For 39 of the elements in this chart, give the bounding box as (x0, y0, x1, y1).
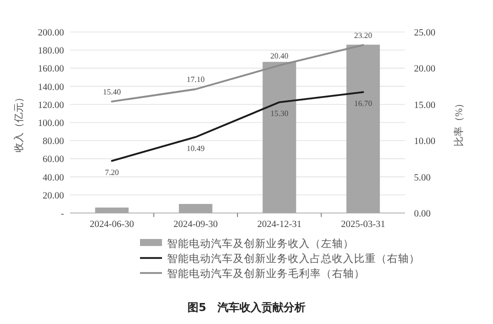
y-tick-label: 60.00 (42, 155, 64, 166)
bar (178, 204, 212, 213)
x-tick-label: 2024-09-30 (173, 220, 218, 230)
legend-label: 智能电动汽车及创新业务毛利率（右轴） (167, 267, 365, 280)
y2-tick-label: 25.00 (414, 28, 436, 38)
y-tick-label: 200.00 (38, 28, 64, 38)
y2-tick-label: 20.00 (414, 64, 436, 75)
bar (346, 44, 380, 213)
y-tick-label: 20.00 (42, 191, 64, 202)
y-tick-label: - (60, 210, 64, 220)
y-tick-label: 160.00 (38, 64, 64, 75)
data-label: 17.10 (186, 75, 205, 84)
y2-tick-label: 0.00 (414, 210, 431, 220)
data-label: 7.20 (104, 168, 119, 177)
data-label: 23.20 (354, 31, 372, 40)
y-tick-label: 80.00 (42, 137, 64, 148)
legend-label: 智能电动汽车及创新业务收入（左轴） (167, 237, 354, 250)
y-tick-label: 120.00 (38, 100, 64, 111)
x-tick-label: 2024-06-30 (90, 220, 134, 230)
y-axis-title: 收入（亿元） (13, 92, 25, 152)
data-label: 10.49 (186, 144, 205, 154)
data-label: 15.30 (270, 109, 288, 118)
y-tick-label: 40.00 (42, 173, 64, 184)
y2-axis-title: 比率（%） (453, 98, 465, 147)
legend-label: 智能电动汽车及创新业务收入占总收入比重（右轴） (167, 252, 420, 265)
text: 图5 汽车收入贡献分析 (188, 301, 306, 314)
y2-tick-label: 5.00 (414, 173, 431, 184)
y-tick-label: 140.00 (38, 82, 64, 93)
y2-tick-label: 10.00 (414, 137, 436, 148)
data-label: 16.70 (354, 99, 372, 108)
bar (95, 208, 129, 213)
data-label: 20.40 (270, 51, 288, 60)
data-label: 15.40 (102, 88, 121, 97)
y-tick-label: 100.00 (38, 119, 64, 129)
x-tick-label: 2024-12-31 (257, 220, 302, 230)
y2-tick-label: 15.00 (414, 100, 436, 111)
y-tick-label: 180.00 (38, 46, 64, 57)
bar (262, 62, 296, 213)
x-tick-label: 2025-03-31 (340, 220, 386, 230)
